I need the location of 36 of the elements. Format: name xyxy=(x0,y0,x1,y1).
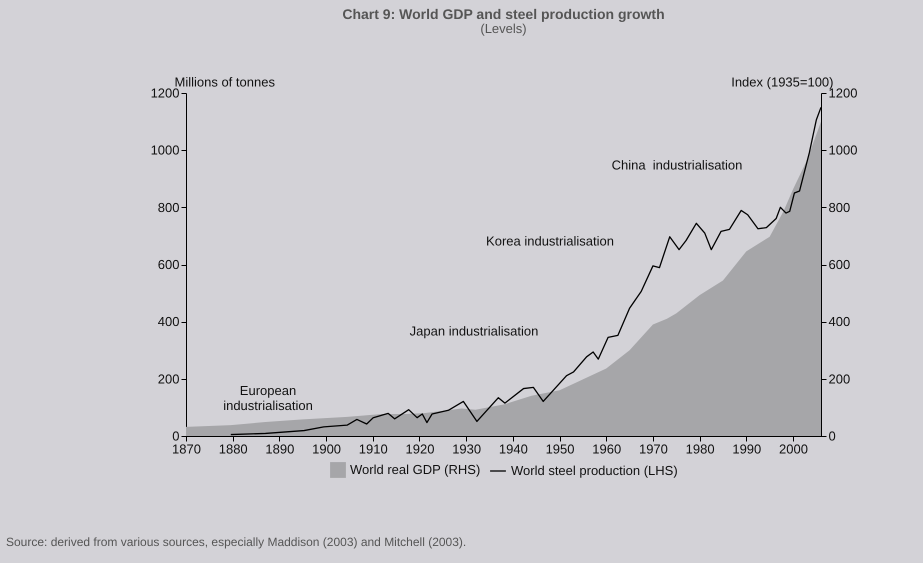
x-tick-label: 1950 xyxy=(546,442,574,456)
x-tick-label: 1920 xyxy=(405,442,434,456)
y2-tick-label: 800 xyxy=(828,200,850,215)
y2-tick-label: 200 xyxy=(828,371,850,386)
x-tick-label: 1980 xyxy=(686,442,715,456)
y-tick-label: 200 xyxy=(158,371,180,386)
x-tick-label: 2000 xyxy=(779,442,808,456)
chart-subtitle: (Levels) xyxy=(480,21,527,36)
legend-label: World real GDP (RHS) xyxy=(350,462,480,477)
x-tick-label: 1940 xyxy=(498,442,528,456)
y-tick-label: 1000 xyxy=(150,142,180,158)
y2-tick-label: 600 xyxy=(828,257,850,272)
x-tick-label: 1990 xyxy=(732,442,762,456)
chart-title: Chart 9: World GDP and steel production growth xyxy=(342,6,665,22)
annotation: China industrialisation xyxy=(612,158,742,172)
y-tick-label: 400 xyxy=(158,314,180,330)
source-note: Source: derived from various sources, especially Maddison (2003) and Mitchell (2003). xyxy=(6,535,466,549)
x-tick-label: 1890 xyxy=(265,442,294,456)
legend-label: World steel production (LHS) xyxy=(511,463,678,478)
y2-tick-label: 0 xyxy=(828,428,836,444)
y-tick-label: 0 xyxy=(172,428,180,444)
x-tick-label: 1960 xyxy=(592,442,622,456)
annotation: Korea industrialisation xyxy=(486,234,614,248)
x-tick-label: 1910 xyxy=(358,442,388,456)
y-tick-label: 600 xyxy=(158,257,180,272)
annotation: European industrialisation xyxy=(223,383,313,413)
y2-axis-title: Index (1935=100) xyxy=(731,74,834,90)
x-tick-label: 1870 xyxy=(172,442,201,456)
x-tick-label: 1880 xyxy=(218,442,248,456)
annotation: Japan industrialisation xyxy=(410,324,538,338)
x-tick-label: 1930 xyxy=(452,442,482,456)
y-tick-label: 800 xyxy=(158,200,180,215)
y2-tick-label: 1000 xyxy=(828,142,858,158)
y2-tick-label: 400 xyxy=(828,314,850,330)
x-tick-label: 1970 xyxy=(638,442,668,456)
x-tick-label: 1900 xyxy=(312,442,342,456)
